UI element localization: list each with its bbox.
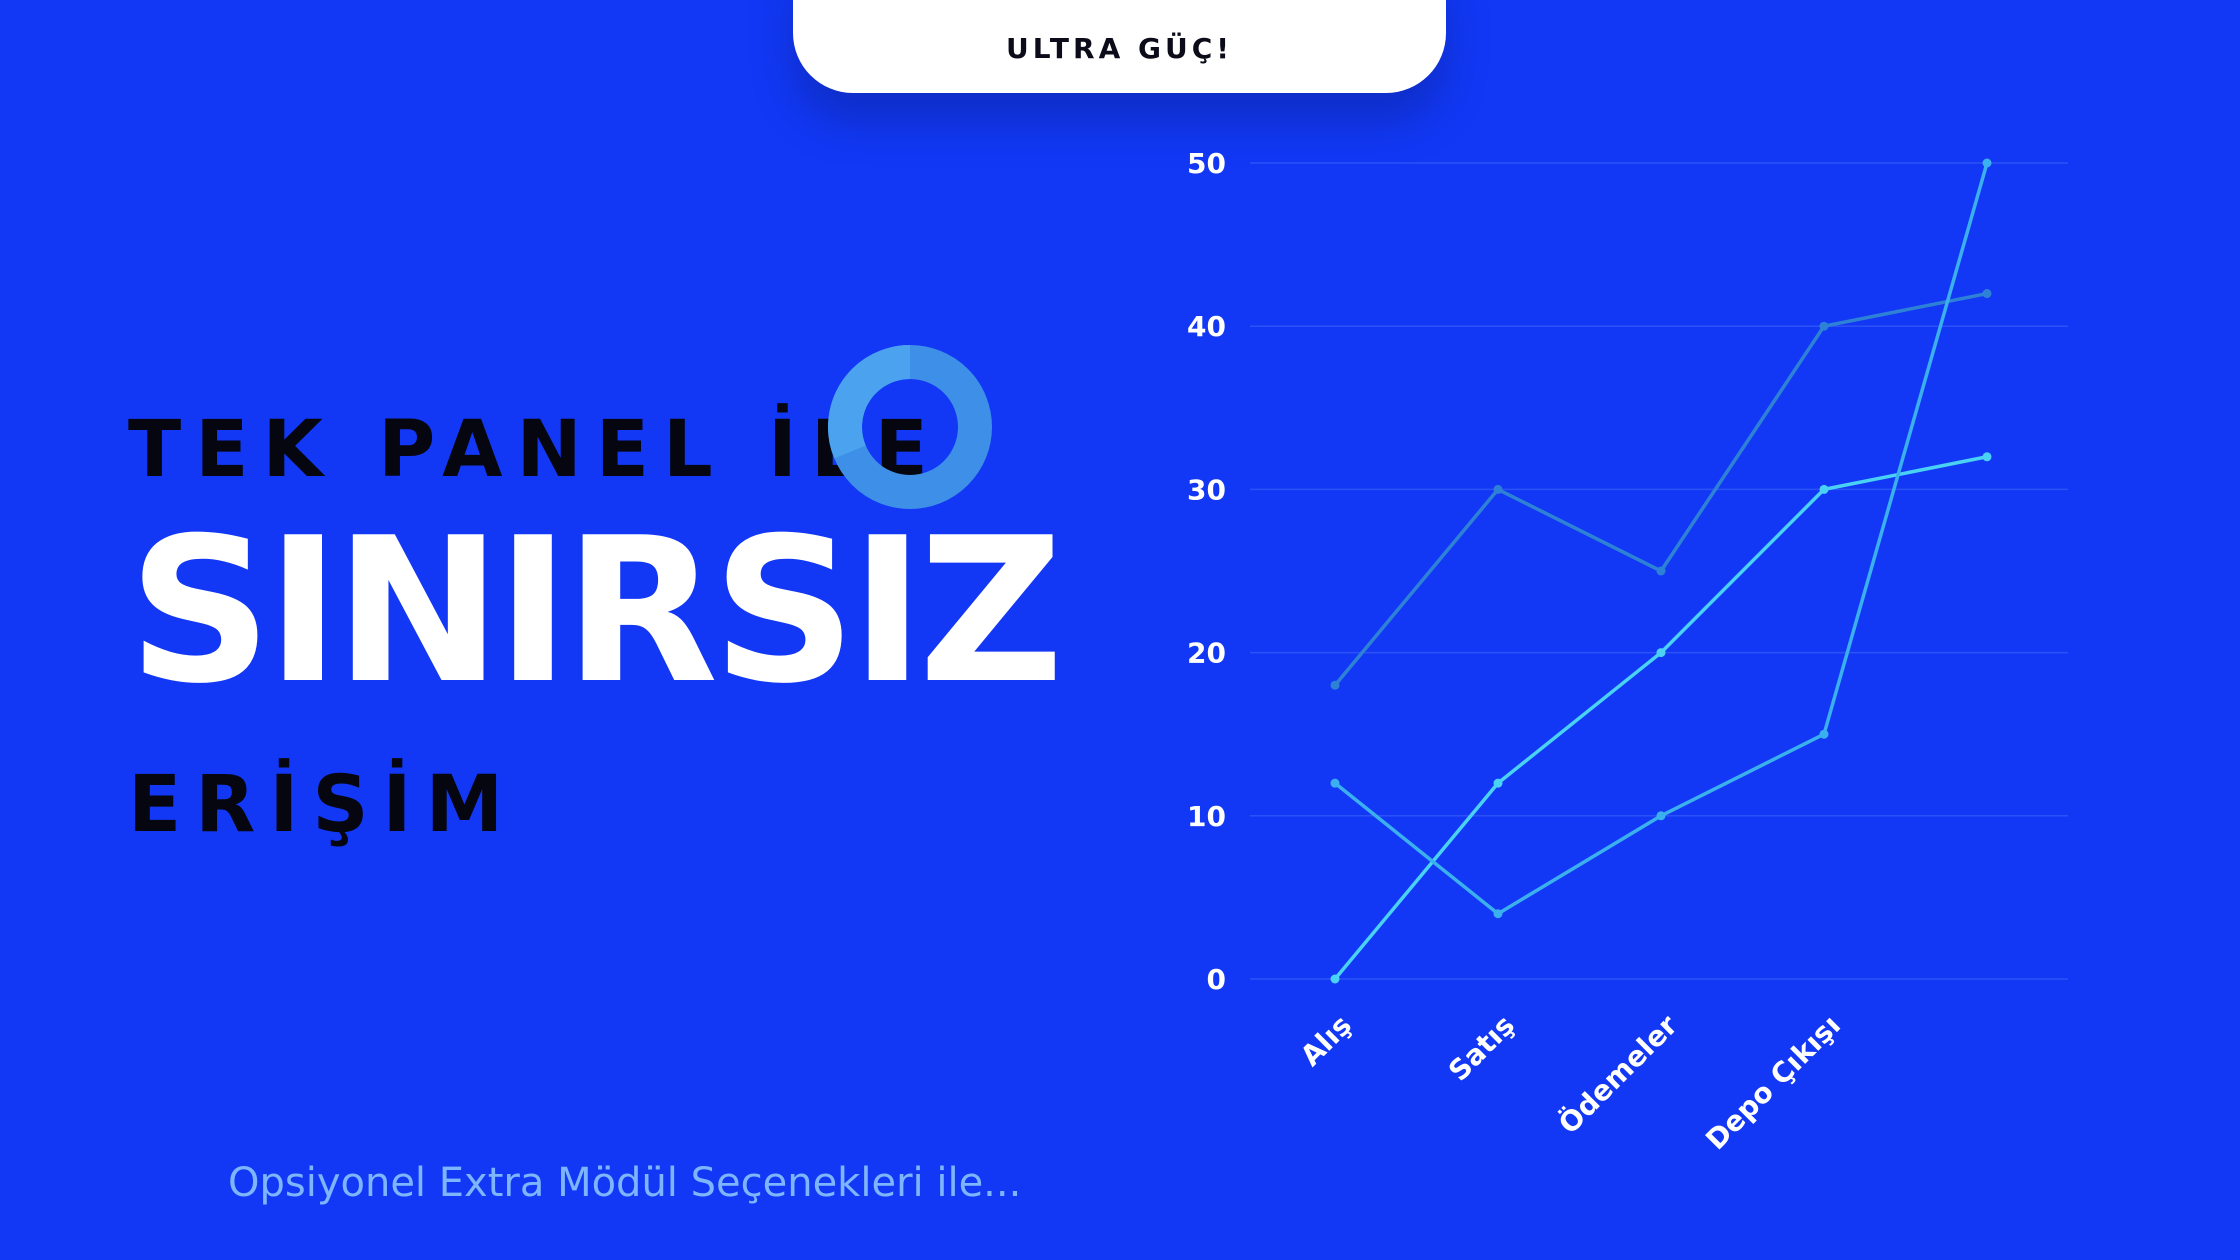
x-tick-label: Alış (1294, 1009, 1358, 1073)
y-tick-label: 10 (1187, 800, 1226, 833)
series-line-3 (1333, 162, 1989, 916)
x-tick-label: Ödemeler (1551, 1008, 1684, 1141)
headline-line-2: SINIRSIZ (128, 495, 1064, 728)
data-point (1493, 909, 1503, 919)
y-tick-label: 20 (1187, 637, 1226, 670)
data-point (1982, 158, 1992, 168)
y-tick-label: 50 (1187, 147, 1226, 180)
data-point (1819, 729, 1829, 739)
footer-subtitle: Opsiyonel Extra Mödül Seçenekleri ile... (228, 1160, 1022, 1206)
data-point (1982, 452, 1992, 462)
headline-line-1: TEK PANEL İLE (128, 405, 942, 495)
data-point (1493, 778, 1503, 788)
data-point (1330, 778, 1340, 788)
headline-line-3: ERİŞİM (128, 760, 518, 850)
data-point (1819, 321, 1829, 331)
top-tab: ULTRA GÜÇ! (793, 0, 1446, 93)
top-tab-label: ULTRA GÜÇ! (1005, 32, 1234, 65)
series-line-2 (1333, 455, 1988, 981)
donut-ring-icon (828, 345, 992, 509)
data-point (1330, 974, 1340, 984)
x-tick-label: Satış (1442, 1009, 1521, 1088)
y-tick-label: 40 (1187, 310, 1226, 343)
y-tick-label: 30 (1187, 473, 1226, 506)
data-point (1819, 484, 1829, 494)
data-point (1330, 680, 1340, 690)
data-point (1656, 811, 1666, 821)
data-point (1656, 648, 1666, 658)
y-tick-label: 0 (1207, 963, 1226, 996)
line-chart: 0 10 20 30 40 50 Alış Satış Ödemeler Depo Çıkışı (1187, 147, 2068, 1157)
data-point (1656, 566, 1666, 576)
data-point (1493, 484, 1503, 494)
x-tick-label: Depo Çıkışı (1699, 1009, 1847, 1157)
data-point (1982, 289, 1992, 299)
